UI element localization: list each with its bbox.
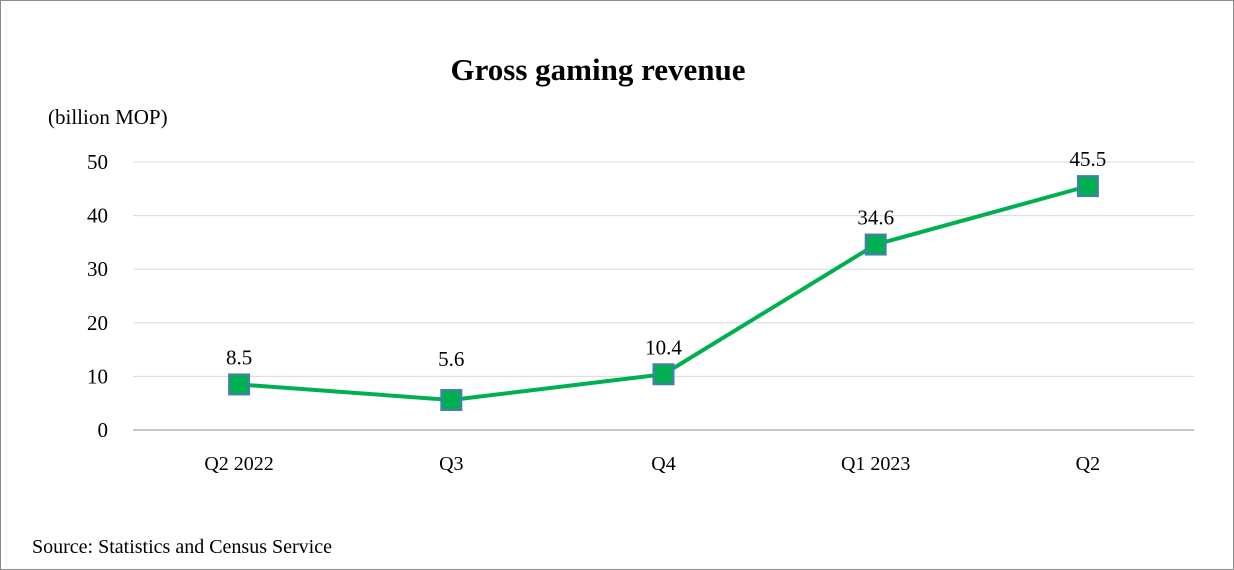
data-label: 45.5 [1070, 147, 1107, 171]
data-point-marker [1076, 175, 1099, 198]
x-tick-label: Q1 2023 [841, 453, 910, 475]
y-tick-label: 10 [87, 364, 108, 388]
data-point-marker [652, 363, 675, 386]
series-markers [228, 175, 1099, 411]
x-tick-label: Q2 [1076, 453, 1100, 475]
data-label: 34.6 [857, 206, 894, 230]
y-tick-label: 30 [87, 257, 108, 281]
x-tick-labels: Q2 2022 Q3 Q4 Q1 2023 Q2 [204, 453, 1100, 475]
chart-title: Gross gaming revenue [450, 52, 745, 87]
y-tick-label: 20 [87, 311, 108, 335]
data-label: 5.6 [438, 347, 464, 371]
source-note: Source: Statistics and Census Service [32, 536, 332, 558]
data-point-marker [864, 233, 887, 256]
data-label: 10.4 [645, 335, 682, 359]
data-point-marker [228, 373, 251, 396]
y-tick-label: 40 [87, 204, 108, 228]
y-tick-label: 50 [87, 150, 108, 174]
y-tick-labels: 0 10 20 30 40 50 [87, 150, 108, 442]
x-tick-label: Q4 [651, 453, 675, 475]
y-axis-label: (billion MOP) [48, 105, 168, 129]
data-labels: 8.5 5.6 10.4 34.6 45.5 [226, 147, 1106, 371]
y-tick-label: 0 [98, 418, 109, 442]
x-tick-label: Q2 2022 [204, 453, 273, 475]
data-label: 8.5 [226, 345, 252, 369]
data-point-marker [440, 388, 463, 411]
x-tick-label: Q3 [439, 453, 463, 475]
gridlines [133, 161, 1194, 377]
